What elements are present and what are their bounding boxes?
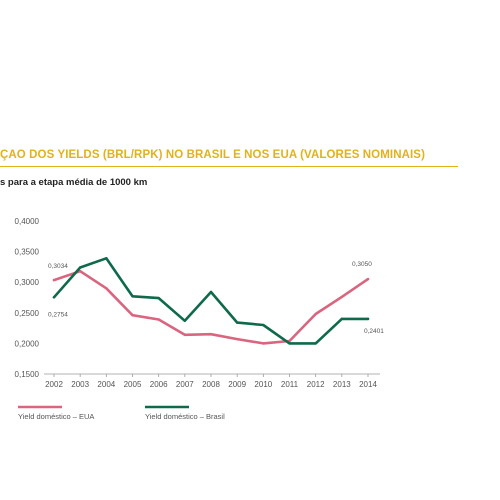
series-line-eua bbox=[52, 269, 370, 345]
data-point-eua bbox=[52, 278, 56, 282]
x-tick-label: 2012 bbox=[307, 380, 325, 389]
data-point-eua bbox=[366, 277, 370, 281]
data-point-brasil bbox=[314, 342, 317, 345]
data-point-brasil bbox=[235, 321, 239, 324]
data-label: 0,3034 bbox=[48, 263, 68, 270]
data-label: 0,2401 bbox=[364, 328, 384, 335]
data-point-eua bbox=[262, 342, 265, 345]
x-tick-label: 2010 bbox=[254, 380, 272, 389]
legend-label: Yield doméstico – Brasil bbox=[145, 412, 225, 421]
y-tick-label: 0,3500 bbox=[15, 248, 40, 257]
data-point-brasil bbox=[52, 296, 56, 299]
data-point-eua bbox=[340, 295, 344, 299]
x-tick-label: 2014 bbox=[359, 380, 377, 389]
y-tick-label: 0,2500 bbox=[15, 309, 40, 318]
data-point-eua bbox=[105, 287, 108, 290]
series-line-brasil bbox=[52, 256, 370, 345]
x-tick-label: 2005 bbox=[124, 380, 142, 389]
data-point-eua bbox=[314, 312, 317, 316]
x-tick-label: 2003 bbox=[71, 380, 89, 389]
data-point-brasil bbox=[183, 319, 187, 322]
legend-label: Yield doméstico – EUA bbox=[18, 412, 94, 421]
data-point-eua bbox=[78, 269, 82, 273]
data-point-brasil bbox=[288, 342, 291, 345]
data-point-brasil bbox=[105, 257, 108, 260]
data-point-brasil bbox=[209, 290, 213, 294]
x-tick-label: 2007 bbox=[176, 380, 194, 389]
y-tick-label: 0,1500 bbox=[15, 370, 40, 379]
data-label: 0,2754 bbox=[48, 311, 68, 318]
data-label: 0,3050 bbox=[352, 261, 372, 268]
data-point-eua bbox=[235, 337, 239, 341]
y-tick-label: 0,3000 bbox=[15, 278, 40, 287]
x-tick-label: 2008 bbox=[202, 380, 220, 389]
data-point-eua bbox=[131, 314, 134, 317]
data-point-eua bbox=[209, 333, 213, 336]
x-tick-label: 2006 bbox=[150, 380, 168, 389]
title-divider bbox=[0, 166, 458, 167]
data-point-eua bbox=[157, 318, 160, 321]
y-tick-label: 0,4000 bbox=[15, 217, 40, 226]
chart-title: ÇÃO DOS YIELDS (BRL/RPK) NO BRASIL E NOS… bbox=[0, 149, 426, 161]
data-point-brasil bbox=[157, 296, 160, 300]
data-point-eua bbox=[183, 333, 187, 337]
data-point-brasil bbox=[78, 266, 82, 269]
data-point-brasil bbox=[366, 317, 370, 321]
data-point-brasil bbox=[262, 323, 265, 327]
y-tick-label: 0,2000 bbox=[15, 339, 40, 348]
data-point-brasil bbox=[340, 317, 344, 321]
x-tick-label: 2004 bbox=[97, 380, 115, 389]
chart-subtitle: s para a etapa média de 1000 km bbox=[0, 177, 148, 188]
data-point-brasil bbox=[131, 295, 134, 298]
x-tick-label: 2002 bbox=[45, 380, 63, 389]
x-tick-label: 2011 bbox=[281, 380, 299, 389]
x-tick-label: 2013 bbox=[333, 380, 351, 389]
x-tick-label: 2009 bbox=[228, 380, 246, 389]
